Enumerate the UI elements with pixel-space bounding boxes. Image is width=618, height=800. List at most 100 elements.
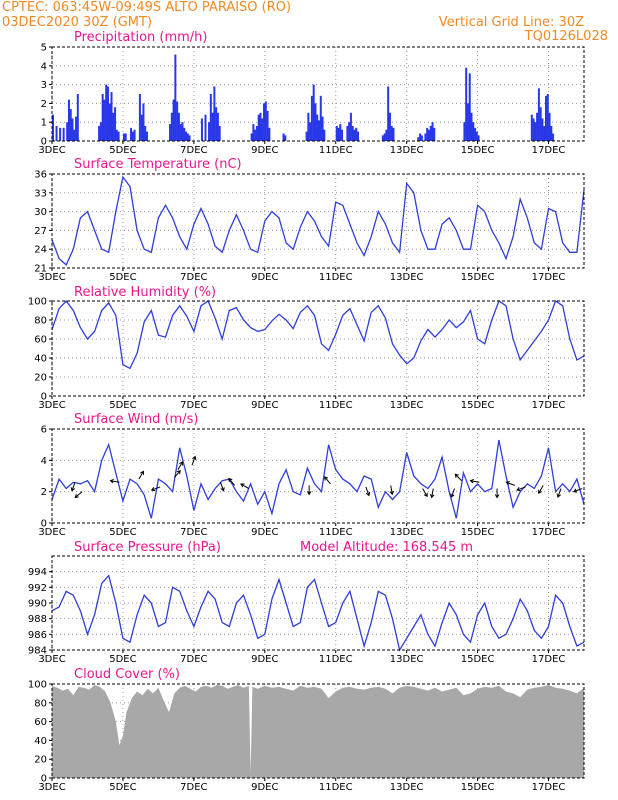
precip-bar [349,112,352,141]
wind-arrow [422,488,428,498]
precip-bar [99,122,102,141]
temp-title: Surface Temperature (nC) [74,157,242,172]
precip-bar [383,133,386,141]
temp-line [51,175,585,266]
pres-ytick-label: 986 [28,630,47,641]
wind-arrow [429,488,435,499]
wind-xtick-label: 13DEC [390,527,424,538]
pres-xtick-label: 15DEC [461,654,495,665]
wind-xtick-label: 3DEC [38,527,65,538]
wind-arrow [150,486,161,492]
precip-bar [142,103,145,141]
temp-xtick-label: 7DEC [180,272,207,283]
pres-xtick-label: 5DEC [109,654,136,665]
precip-ytick-label: 5 [41,43,47,54]
precip-bar [392,127,395,141]
wind-arrow-head [74,493,79,499]
wind-arrow-shaft [173,470,181,478]
wind-arrow [365,486,371,497]
precip-bar [138,94,141,141]
precip-bar [252,124,255,141]
rh-xtick-label: 3DEC [38,400,65,411]
precip-bar [62,127,65,141]
precip-bar [76,94,79,141]
cloud-xtick-label: 3DEC [38,782,65,793]
wind-arrow-head [150,486,156,492]
precip-bar [145,131,148,141]
precip-bar [429,125,432,141]
wind-arrow [538,485,544,495]
precip-ytick-label: 3 [41,80,47,91]
precip-bar [316,114,319,141]
rh-xtick-label: 9DEC [251,400,278,411]
pres-ytick-label: 994 [28,567,47,578]
precip-xtick-label: 7DEC [180,145,207,156]
precip-bar [144,125,147,141]
wind-arrow [191,455,197,466]
wind-arrow [516,486,526,492]
precip-bar [183,127,186,141]
cloud-xtick-label: 9DEC [251,782,278,793]
precip-bar [208,122,211,141]
wind-xtick-label: 17DEC [532,527,566,538]
precip-frame [51,46,585,142]
pres-title: Surface Pressure (hPa) [74,540,221,555]
precip-bar [552,133,555,141]
cloud-ytick-label: 0 [41,774,47,785]
precip-bar [348,122,351,141]
precip-bar [131,131,134,141]
wind-arrow [74,491,83,499]
header-date: 03DEC2020 30Z (GMT) [2,15,152,30]
precip-bar [310,95,313,141]
precip-xtick-label: 3DEC [38,145,65,156]
temp-ytick-label: 36 [34,170,47,181]
precip-bar [543,125,546,141]
cloud-frame [51,683,585,779]
precip-bar [140,114,143,141]
pres-line [51,574,585,652]
precip-bar [257,114,260,141]
precip-bar [544,95,547,141]
wind-arrow-head [516,486,521,492]
pres-xtick-label: 11DEC [319,654,353,665]
precip-bar [309,122,312,141]
precip-bar [255,125,258,141]
precip-bar [477,135,480,141]
precip-bar [546,94,549,141]
precip-bar [177,112,180,141]
wind-arrow-head [192,455,197,461]
cloud-area [52,684,584,778]
cloud-ytick-label: 60 [34,717,47,728]
precip-bar [426,127,429,141]
wind-arrow-shaft [506,481,516,486]
wind-arrow [389,485,395,496]
wind-arrow-shaft [557,488,562,498]
precip-bar [466,103,469,141]
precip-bar [537,88,540,141]
wind-arrow-head [450,493,455,498]
precip-bar [133,129,136,141]
wind-xtick-label: 5DEC [109,527,136,538]
precip-bar [259,112,262,141]
wind-xtick-label: 9DEC [251,527,278,538]
precip-bar [424,133,427,141]
wind-arrow-head [454,473,459,478]
precip-bar [71,118,74,141]
wind-arrow-head [365,491,371,497]
wind-arrow-head [389,490,395,496]
cloud-xtick-label: 5DEC [109,782,136,793]
temp-xtick-label: 11DEC [319,272,353,283]
wind-arrow-head [70,487,76,492]
precip-bar [463,122,466,141]
precip-bar [117,131,120,141]
cloud-panel: 0 20 40 60 80 100 3DEC 5DEC 7DEC 9DEC 11DEC 13DEC 15… [28,680,585,793]
precip-bar [465,67,468,141]
rh-xtick-label: 11DEC [319,400,353,411]
precip-bar [468,73,471,141]
precip-bar [339,124,342,141]
wind-arrow-head [429,493,435,499]
pres-ytick-label: 988 [28,614,47,625]
wind-arrow-head [538,489,543,495]
wind-arrow-shaft [324,476,331,485]
